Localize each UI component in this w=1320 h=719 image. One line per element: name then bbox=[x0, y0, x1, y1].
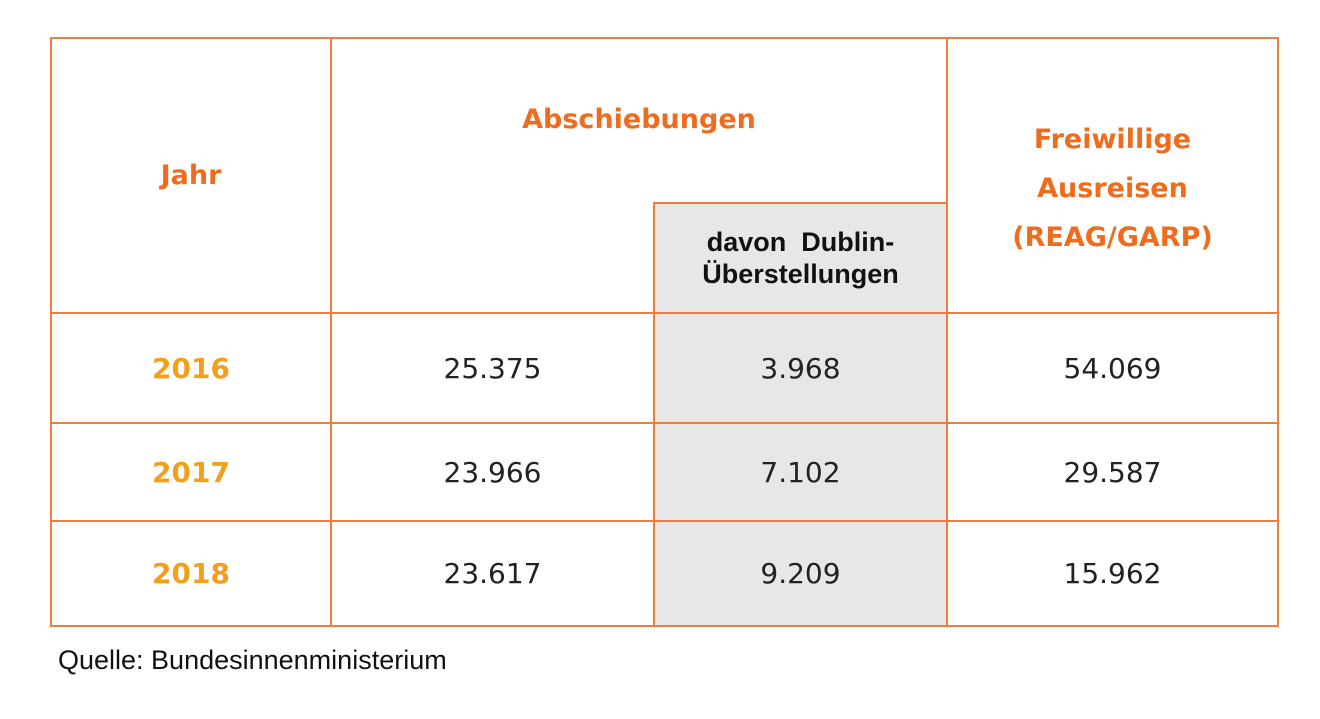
value-text: 3.968 bbox=[760, 351, 841, 385]
year-label: 2016 bbox=[152, 351, 230, 385]
value-text: 23.966 bbox=[443, 455, 542, 489]
header-subcell: davon Dublin- Überstellungen bbox=[653, 202, 948, 314]
header-dublin-line: davon Dublin- bbox=[706, 227, 895, 257]
table-cell: 15.962 bbox=[946, 520, 1279, 627]
table-cell: 2018 bbox=[50, 520, 332, 627]
table-cell: 29.587 bbox=[946, 422, 1279, 522]
value-text: 23.617 bbox=[443, 557, 542, 590]
year-label: 2018 bbox=[152, 557, 230, 590]
header-cell: Freiwillige Ausreisen (REAG/GARP) bbox=[946, 37, 1279, 314]
table-cell: 54.069 bbox=[946, 312, 1279, 424]
header-abschiebungen: Abschiebungen bbox=[522, 104, 756, 135]
header-freiwillige-line: (REAG/GARP) bbox=[1012, 222, 1213, 253]
header-freiwillige-line: Freiwillige bbox=[1033, 124, 1192, 155]
table-cell: 7.102 bbox=[653, 422, 948, 522]
header-dublin-line: Überstellungen bbox=[702, 259, 899, 289]
value-text: 9.209 bbox=[760, 557, 841, 590]
value-text: 29.587 bbox=[1063, 455, 1162, 489]
header-freiwillige-line: Ausreisen bbox=[1037, 173, 1188, 204]
year-label: 2017 bbox=[152, 455, 230, 489]
value-text: 25.375 bbox=[443, 351, 542, 385]
value-text: 15.962 bbox=[1063, 557, 1162, 590]
table-cell: 2016 bbox=[50, 312, 332, 424]
header-cell: Jahr bbox=[50, 37, 332, 314]
table-cell: 25.375 bbox=[330, 312, 655, 424]
table-cell: 3.968 bbox=[653, 312, 948, 424]
value-text: 7.102 bbox=[760, 455, 841, 489]
table-cell: 9.209 bbox=[653, 520, 948, 627]
source-note: Quelle: Bundesinnenministerium bbox=[58, 645, 447, 675]
header-jahr: Jahr bbox=[160, 160, 222, 191]
table-cell: 23.617 bbox=[330, 520, 655, 627]
table-cell: 23.966 bbox=[330, 422, 655, 522]
table-cell: 2017 bbox=[50, 422, 332, 522]
value-text: 54.069 bbox=[1063, 351, 1162, 385]
